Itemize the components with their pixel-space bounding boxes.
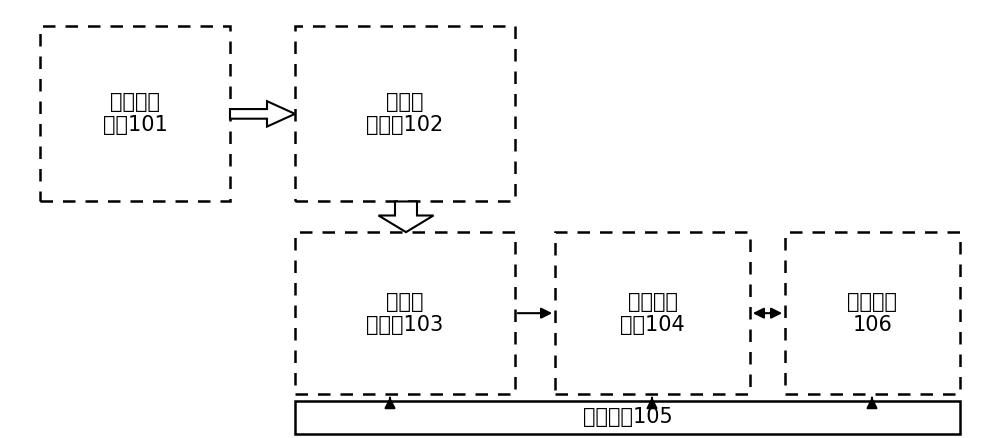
Text: 复用调
理单元103: 复用调 理单元103 (366, 292, 444, 335)
Text: 数据处理
单元104: 数据处理 单元104 (620, 292, 685, 335)
Bar (295, 401, 960, 434)
Bar (295, 232, 515, 394)
Polygon shape (378, 201, 434, 232)
Bar (555, 232, 750, 394)
Bar (40, 26, 230, 201)
Text: 供能模块105: 供能模块105 (583, 407, 672, 427)
Polygon shape (230, 101, 295, 127)
Text: 多传感器
模块101: 多传感器 模块101 (103, 92, 167, 135)
Bar (295, 26, 515, 201)
Text: 通信模块
106: 通信模块 106 (848, 292, 898, 335)
Text: 复用前
端电路102: 复用前 端电路102 (366, 92, 444, 135)
Bar (785, 232, 960, 394)
